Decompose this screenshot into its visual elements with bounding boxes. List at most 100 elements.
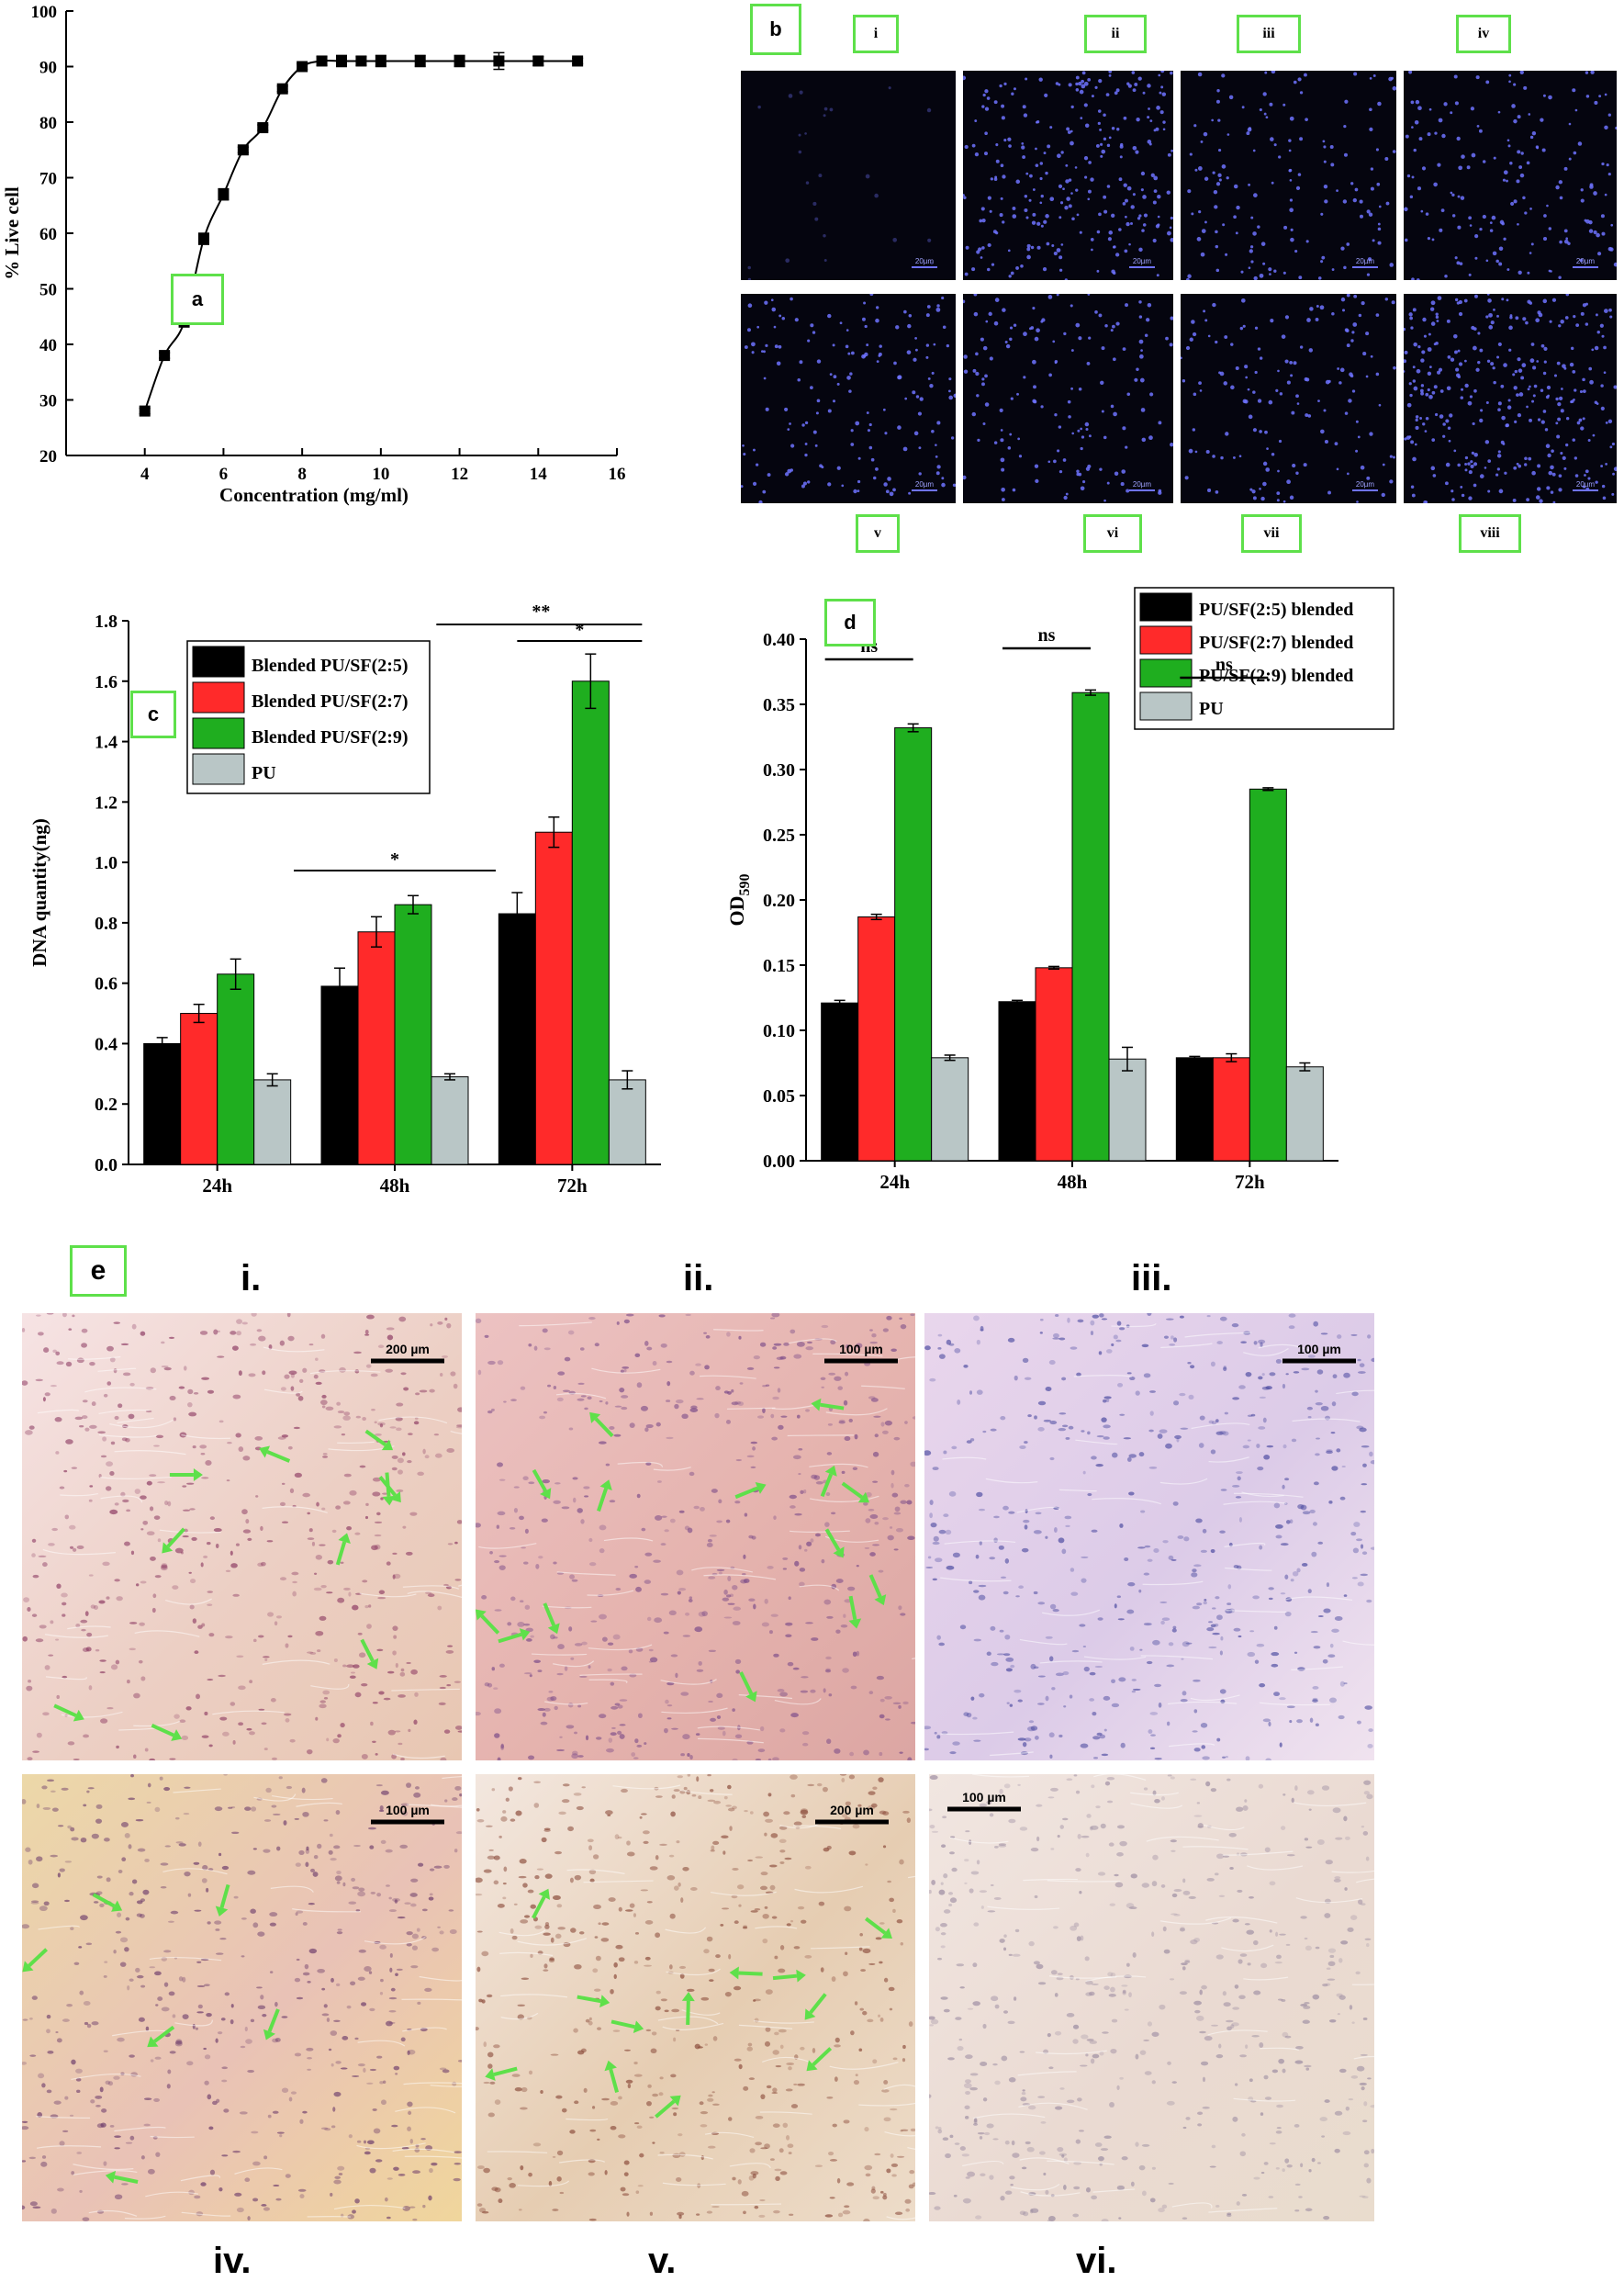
data-point xyxy=(336,55,347,66)
arrow-marker xyxy=(682,1992,695,2025)
arrow-marker xyxy=(730,1966,763,1979)
y-tick-label: 0.25 xyxy=(763,826,795,846)
arrow-marker xyxy=(805,1994,825,2019)
significance-label: * xyxy=(390,849,399,870)
data-point xyxy=(277,84,288,95)
data-point xyxy=(218,189,229,200)
legend-label: PU xyxy=(252,763,276,783)
bar xyxy=(858,916,895,1161)
y-tick-label: 1.6 xyxy=(95,672,118,692)
bar xyxy=(572,681,609,1164)
arrow-marker xyxy=(263,2009,278,2040)
y-tick-label: 0.10 xyxy=(763,1021,795,1041)
y-tick-label: 1.2 xyxy=(95,793,118,813)
bar xyxy=(932,1058,969,1161)
panel-a-tag: a xyxy=(171,274,224,325)
arrow-marker xyxy=(106,2171,138,2184)
bar xyxy=(181,1014,218,1164)
y-axis-title: DNA quantity(ng) xyxy=(28,818,50,967)
arrow-marker xyxy=(54,1705,84,1721)
arrow-marker xyxy=(655,2096,680,2117)
x-tick-label: 6 xyxy=(219,465,229,484)
legend-label: PU/SF(2:7) blended xyxy=(1199,633,1353,653)
y-tick-label: 0.6 xyxy=(95,974,118,995)
fluorescence-image: 20µm xyxy=(1404,294,1617,503)
x-tick-label: 14 xyxy=(530,465,548,484)
y-tick-label: 0.00 xyxy=(763,1152,795,1172)
scale-bar-label: 20µm xyxy=(1133,257,1152,265)
y-tick-label: 0.40 xyxy=(763,630,795,650)
bar xyxy=(822,1003,858,1161)
histo-label-iii: iii. xyxy=(1131,1258,1171,1299)
y-tick-label: 1.8 xyxy=(95,612,118,632)
y-tick-label: 0.35 xyxy=(763,695,795,715)
arrow-marker xyxy=(485,2068,517,2081)
x-tick-label: 8 xyxy=(297,465,307,484)
fluorescence-label: v xyxy=(856,514,900,553)
scale-bar-label: 100 µm xyxy=(386,1803,430,1817)
data-point xyxy=(415,55,426,66)
data-point xyxy=(159,350,170,361)
fluorescence-image: 20µm xyxy=(1181,71,1396,280)
arrow-marker xyxy=(773,1970,806,1983)
arrow-marker xyxy=(843,1483,869,1502)
legend-swatch xyxy=(1140,626,1192,654)
y-tick-label: 0.15 xyxy=(763,956,795,976)
histo-label-ii: ii. xyxy=(683,1258,713,1299)
arrow-marker xyxy=(848,1596,861,1628)
y-tick-label: 60 xyxy=(39,225,57,244)
scale-bar-label: 20µm xyxy=(915,257,935,265)
legend-label: PU xyxy=(1199,699,1224,719)
y-tick-label: 0.05 xyxy=(763,1086,795,1107)
arrow-marker xyxy=(22,1950,46,1973)
data-point xyxy=(454,55,465,66)
arrow-marker xyxy=(604,2061,617,2093)
arrow-marker xyxy=(498,1628,530,1641)
bar xyxy=(1109,1059,1146,1161)
y-axis-title: OD590 xyxy=(725,874,753,927)
x-tick-label: 72h xyxy=(557,1175,588,1197)
legend-swatch xyxy=(1140,692,1192,720)
x-tick-label: 24h xyxy=(202,1175,232,1197)
y-tick-label: 0.0 xyxy=(95,1155,118,1175)
arrow-marker xyxy=(476,1609,498,1633)
fluorescence-image: 20µm xyxy=(741,71,956,280)
legend-swatch xyxy=(193,754,244,784)
fluorescence-label: vi xyxy=(1083,514,1142,553)
legend-label: Blended PU/SF(2:9) xyxy=(252,727,409,748)
arrow-marker xyxy=(338,1533,351,1565)
y-tick-label: 20 xyxy=(39,447,57,467)
panel-c-tag: c xyxy=(130,691,176,738)
y-tick-label: 40 xyxy=(39,336,57,355)
arrow-marker xyxy=(544,1603,559,1634)
fluorescence-image: 20µm xyxy=(1181,294,1396,503)
bar xyxy=(999,1002,1036,1161)
y-axis-title: % Live cell xyxy=(1,186,23,280)
arrow-marker xyxy=(741,1672,757,1702)
bar xyxy=(535,832,572,1164)
bar xyxy=(609,1080,645,1164)
histo-label-vi: vi. xyxy=(1076,2241,1116,2282)
scale-bar-label: 100 µm xyxy=(839,1342,883,1356)
panel-b-tag: b xyxy=(750,4,801,55)
scale-bar-label: 20µm xyxy=(1356,480,1375,489)
legend-label: Blended PU/SF(2:5) xyxy=(252,656,409,676)
arrow-marker xyxy=(533,1470,551,1499)
fluorescence-label: viii xyxy=(1459,514,1521,553)
histology-image: 200 µm xyxy=(22,1313,462,1760)
y-tick-label: 30 xyxy=(39,392,57,411)
bar xyxy=(254,1080,291,1164)
bar xyxy=(358,932,395,1164)
y-tick-label: 1.4 xyxy=(95,733,118,753)
bar xyxy=(498,914,535,1164)
arrow-marker xyxy=(151,1726,182,1741)
legend-swatch xyxy=(193,646,244,677)
arrow-marker xyxy=(147,2027,174,2047)
y-tick-label: 50 xyxy=(39,281,57,300)
x-tick-label: 48h xyxy=(1058,1171,1088,1193)
histology-image: 100 µm xyxy=(22,1774,462,2221)
fluorescence-label: vii xyxy=(1241,514,1302,553)
fluorescence-image: 20µm xyxy=(1404,71,1617,280)
